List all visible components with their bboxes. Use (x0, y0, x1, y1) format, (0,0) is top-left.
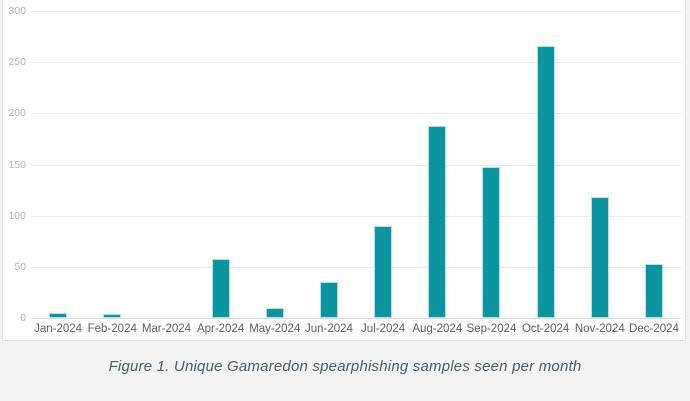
chart-card: Jan-2024 Feb-2024 Mar-2024 Apr-2024 May-2024… (2, 0, 686, 341)
y-tick-label-250: 250 (8, 56, 26, 69)
x-tick-label-oct-2024: Oct-2024 (521, 323, 570, 335)
bar-sep-2024 (482, 166, 501, 318)
bar-dec-2024 (644, 263, 663, 318)
bar-apr-2024 (211, 258, 230, 318)
bar-aug-2024 (428, 125, 447, 318)
bar-feb-2024 (103, 313, 122, 318)
bar-jul-2024 (374, 225, 393, 318)
x-tick-label-apr-2024: Apr-2024 (196, 323, 245, 335)
y-tick-label-50: 50 (14, 260, 26, 273)
x-tick-label-nov-2024: Nov-2024 (574, 323, 625, 335)
x-tick-label-dec-2024: Dec-2024 (629, 323, 679, 335)
bar-may-2024 (265, 307, 284, 318)
x-tick-label-jun-2024: Jun-2024 (304, 323, 353, 335)
x-tick-label-sep-2024: Sep-2024 (466, 323, 517, 335)
y-tick-label-300: 300 (8, 5, 26, 17)
bar-jan-2024 (49, 312, 68, 318)
gridline-y-200 (31, 113, 681, 115)
figure-caption: Figure 1. Unique Gamaredon spearphishing… (108, 358, 582, 375)
gridline-y-250 (31, 62, 681, 64)
x-tick-label-jul-2024: Jul-2024 (361, 323, 406, 335)
plot-area (31, 11, 681, 319)
x-tick-label-jan-2024: Jan-2024 (34, 323, 83, 335)
x-tick-label-may-2024: May-2024 (249, 323, 301, 335)
x-tick-label-feb-2024: Feb-2024 (87, 323, 137, 335)
x-tick-label-aug-2024: Aug-2024 (412, 323, 463, 335)
x-axis-labels: Jan-2024 Feb-2024 Mar-2024 Apr-2024 May-2024… (31, 321, 681, 339)
gridline-y-300 (31, 11, 681, 12)
x-tick-label-mar-2024: Mar-2024 (141, 323, 192, 335)
gridline-y-0 (31, 318, 681, 319)
bar-oct-2024 (536, 45, 555, 318)
y-tick-label-200: 200 (8, 107, 26, 120)
y-tick-label-0: 0 (20, 312, 26, 324)
gridline-y-50 (31, 266, 681, 268)
bar-jun-2024 (319, 282, 338, 318)
gridline-y-100 (31, 215, 681, 217)
gridline-y-150 (31, 164, 681, 166)
y-tick-label-100: 100 (8, 209, 26, 222)
bar-nov-2024 (590, 197, 609, 318)
y-tick-label-150: 150 (8, 158, 26, 171)
